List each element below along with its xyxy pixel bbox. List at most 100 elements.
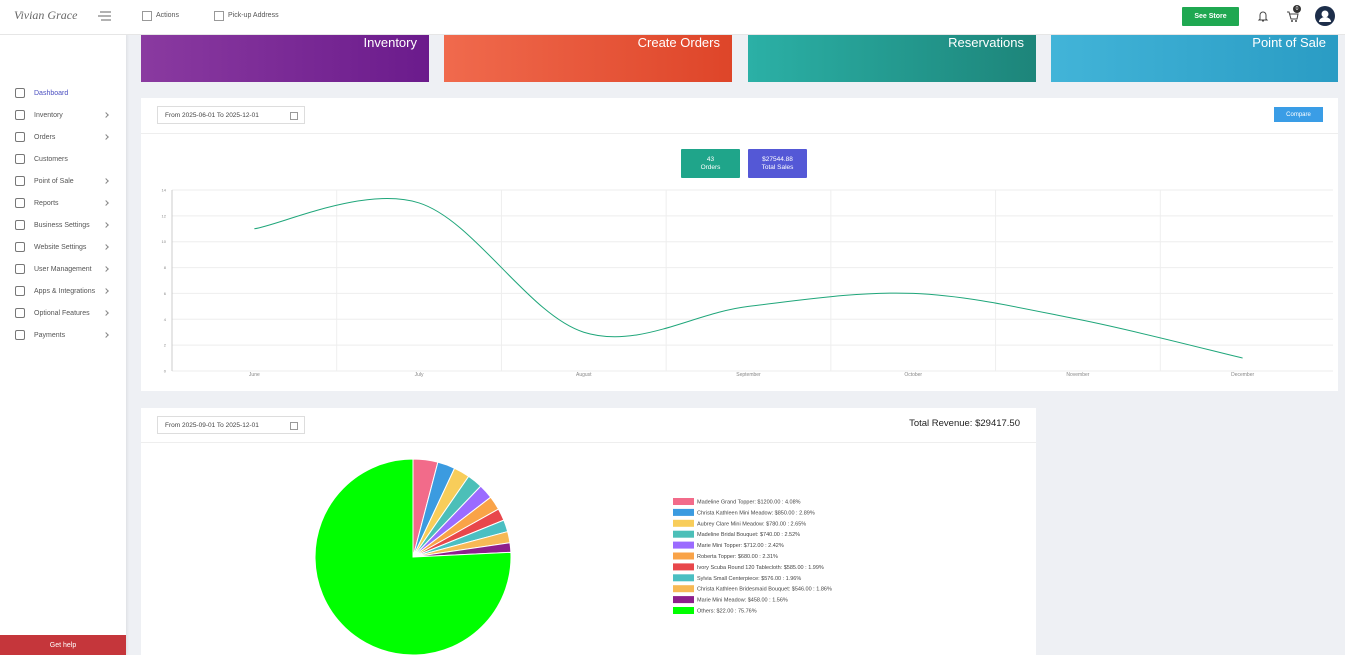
card-title: Inventory bbox=[363, 35, 417, 50]
menu-label: Business Settings bbox=[34, 221, 90, 229]
x-tick-label: June bbox=[249, 372, 260, 378]
top-bar: Vivian Grace Actions Pick-up Address See… bbox=[0, 0, 1345, 35]
cart[interactable] bbox=[1286, 10, 1300, 24]
menu-item[interactable]: Optional Features bbox=[0, 302, 126, 324]
y-tick-label: 4 bbox=[164, 317, 167, 322]
pickup-menu[interactable]: Pick-up Address bbox=[228, 12, 279, 19]
sales-label: Total Sales bbox=[761, 163, 794, 171]
legend-label: Christa Kathleen Bridesmaid Bouquet: $54… bbox=[697, 587, 832, 593]
chevron bbox=[103, 178, 109, 184]
y-tick-label: 12 bbox=[162, 213, 167, 218]
chevron bbox=[103, 244, 109, 250]
see-store-button[interactable]: See Store bbox=[1182, 7, 1239, 26]
menu-icon bbox=[15, 88, 25, 98]
menu-item[interactable]: Customers bbox=[0, 148, 126, 170]
logo[interactable]: Vivian Grace bbox=[14, 8, 78, 22]
x-tick-label: December bbox=[1231, 372, 1254, 378]
chevron bbox=[103, 266, 109, 272]
menu-item[interactable]: Inventory bbox=[0, 104, 126, 126]
menu-label: Orders bbox=[34, 133, 56, 141]
legend-swatch bbox=[673, 498, 694, 505]
card-title: Point of Sale bbox=[1252, 35, 1326, 50]
legend-swatch bbox=[673, 585, 694, 593]
legend-swatch bbox=[673, 574, 694, 582]
menu-icon bbox=[15, 110, 25, 120]
menu-label: Inventory bbox=[34, 111, 63, 119]
legend-swatch bbox=[673, 519, 694, 527]
menu-label: User Management bbox=[34, 265, 92, 273]
legend-label: Others: $22.00 : 75.76% bbox=[697, 609, 757, 615]
chevron bbox=[103, 288, 109, 294]
menu-icon bbox=[15, 198, 25, 208]
menu-icon bbox=[15, 264, 25, 274]
legend-label: Marie Mini Meadow: $458.00 : 1.56% bbox=[697, 598, 788, 604]
legend-label: Madeline Bridal Bouquet: $740.00 : 2.52% bbox=[697, 532, 800, 538]
legend-label: Sylvia Small Centerpiece: $576.00 : 1.96… bbox=[697, 576, 801, 582]
chevron bbox=[103, 112, 109, 118]
orders-stat: 43 Orders bbox=[681, 149, 740, 178]
menu-item[interactable]: Point of Sale bbox=[0, 170, 126, 192]
menu-icon bbox=[15, 220, 25, 230]
y-tick-label: 0 bbox=[164, 369, 167, 374]
menu-item[interactable]: Website Settings bbox=[0, 236, 126, 258]
menu-label: Optional Features bbox=[34, 309, 90, 317]
legend-swatch bbox=[673, 541, 694, 549]
line-chart: 0 2 4 6 8 10 12 14 June July August September Octobe… bbox=[162, 188, 1333, 378]
menu-item[interactable]: Orders bbox=[0, 126, 126, 148]
get-help-button[interactable]: Get help bbox=[0, 635, 126, 655]
pie-chart: Madeline Grand Topper: $1200.00 : 4.08% C… bbox=[314, 458, 832, 655]
y-tick-label: 2 bbox=[164, 343, 167, 348]
inventory-card[interactable]: Inventory bbox=[141, 34, 429, 82]
chevron bbox=[103, 332, 109, 338]
menu-item[interactable]: User Management bbox=[0, 258, 126, 280]
date-range-text: From 2025-06-01 To 2025-12-01 bbox=[165, 111, 259, 119]
chevron bbox=[103, 310, 109, 316]
chevron bbox=[103, 134, 109, 140]
y-tick-label: 8 bbox=[164, 265, 167, 270]
x-tick-label: August bbox=[576, 372, 592, 378]
date-range-input[interactable]: From 2025-09-01 To 2025-12-01 bbox=[157, 416, 305, 434]
point-of-sale-card[interactable]: Point of Sale bbox=[1051, 34, 1338, 82]
create-orders-card[interactable]: Create Orders bbox=[444, 34, 732, 82]
sidebar: Dashboard Inventory Orders Customers Point o… bbox=[0, 34, 126, 655]
menu-icon bbox=[15, 308, 25, 318]
sales-panel: From 2025-06-01 To 2025-12-01 Compare 43… bbox=[141, 98, 1338, 391]
actions-menu[interactable]: Actions bbox=[156, 12, 179, 19]
chevron bbox=[103, 222, 109, 228]
avatar[interactable] bbox=[1315, 6, 1335, 26]
legend-swatch bbox=[673, 563, 694, 571]
x-tick-label: November bbox=[1066, 372, 1089, 378]
chevron bbox=[103, 200, 109, 206]
legend-swatch bbox=[673, 530, 694, 538]
compare-button[interactable]: Compare bbox=[1274, 107, 1323, 122]
cart-count: 0 bbox=[1293, 5, 1301, 13]
menu-item[interactable]: Payments bbox=[0, 324, 126, 346]
menu-toggle[interactable] bbox=[98, 11, 112, 21]
orders-label: Orders bbox=[700, 163, 721, 171]
pie-slice bbox=[314, 458, 512, 655]
menu-item[interactable]: Dashboard bbox=[0, 82, 126, 104]
date-range-input[interactable]: From 2025-06-01 To 2025-12-01 bbox=[157, 106, 305, 124]
menu-icon bbox=[15, 132, 25, 142]
legend-swatch bbox=[673, 596, 694, 604]
x-tick-label: October bbox=[904, 372, 922, 378]
reservations-card[interactable]: Reservations bbox=[748, 34, 1036, 82]
menu-icon bbox=[15, 286, 25, 296]
notifications[interactable] bbox=[1257, 10, 1269, 24]
legend-swatch bbox=[673, 607, 694, 614]
line-series bbox=[254, 198, 1243, 359]
sidebar-menu: Dashboard Inventory Orders Customers Point o… bbox=[0, 82, 126, 346]
pickup-icon bbox=[214, 11, 224, 21]
divider bbox=[141, 442, 1036, 443]
menu-label: Website Settings bbox=[34, 243, 87, 251]
legend-swatch bbox=[673, 508, 694, 516]
menu-item[interactable]: Business Settings bbox=[0, 214, 126, 236]
card-title: Create Orders bbox=[637, 35, 720, 50]
card-title: Reservations bbox=[948, 35, 1024, 50]
menu-item[interactable]: Reports bbox=[0, 192, 126, 214]
menu-item[interactable]: Apps & Integrations bbox=[0, 280, 126, 302]
legend-label: Roberta Topper: $680.00 : 2.31% bbox=[697, 554, 778, 560]
legend-swatch bbox=[673, 552, 694, 560]
y-tick-label: 14 bbox=[162, 188, 167, 193]
